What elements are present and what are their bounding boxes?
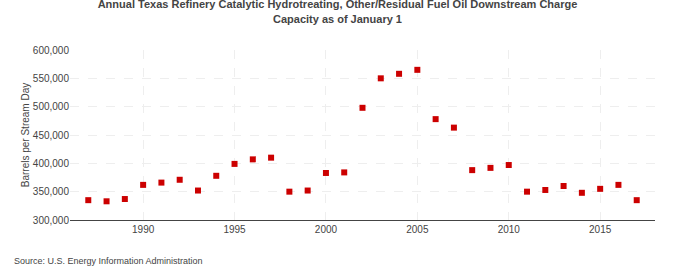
svg-text:300,000: 300,000: [33, 215, 70, 226]
svg-text:Source: U.S. Energy Informatio: Source: U.S. Energy Information Administ…: [14, 256, 203, 266]
svg-text:1990: 1990: [132, 224, 155, 235]
svg-text:2000: 2000: [315, 224, 338, 235]
svg-text:1995: 1995: [223, 224, 246, 235]
svg-text:2010: 2010: [498, 224, 521, 235]
svg-text:350,000: 350,000: [33, 186, 70, 197]
svg-text:550,000: 550,000: [33, 73, 70, 84]
svg-text:Barrels per Stream Day: Barrels per Stream Day: [20, 83, 31, 187]
svg-text:400,000: 400,000: [33, 158, 70, 169]
svg-text:450,000: 450,000: [33, 130, 70, 141]
svg-text:600,000: 600,000: [33, 45, 70, 56]
svg-text:500,000: 500,000: [33, 101, 70, 112]
svg-text:2015: 2015: [589, 224, 612, 235]
svg-text:Annual Texas Refinery Catalyti: Annual Texas Refinery Catalytic Hydrotre…: [98, 0, 578, 25]
svg-text:2005: 2005: [406, 224, 429, 235]
